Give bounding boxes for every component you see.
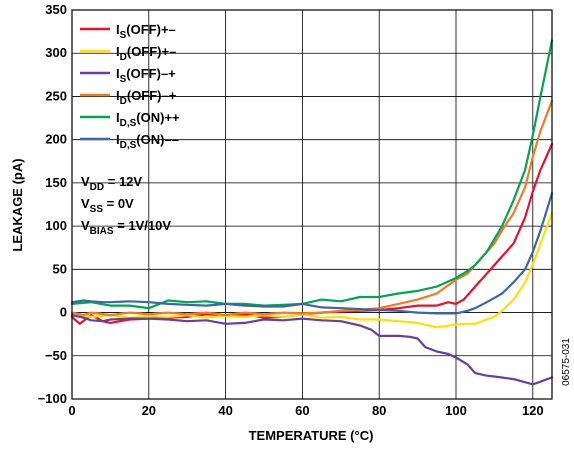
x-tick-label: 80	[372, 403, 386, 418]
y-tick-label: 50	[53, 261, 67, 276]
figure-id: 06575-031	[561, 338, 572, 386]
y-tick-label: 350	[45, 2, 67, 17]
y-axis-title: LEAKAGE (pA)	[10, 158, 25, 251]
x-axis-title: TEMPERATURE (°C)	[249, 428, 374, 443]
x-tick-label: 120	[522, 403, 544, 418]
legend: IS(OFF)+– ID(OFF)+– IS(OFF)–+ ID(OFF)–+ ID,S…	[80, 22, 180, 151]
series-line	[70, 99, 554, 317]
x-tick-label: 60	[295, 403, 309, 418]
y-tick-label: 100	[45, 218, 67, 233]
x-tick-label: 100	[445, 403, 467, 418]
x-tick-label: 0	[68, 403, 75, 418]
legend-label: ID(OFF)+–	[116, 44, 176, 63]
x-tick-labels: 0 20 40 60 80 100 120	[68, 403, 543, 418]
y-tick-label: 150	[45, 175, 67, 190]
y-tick-label: 0	[60, 305, 67, 320]
legend-label: ID,S(ON)++	[116, 110, 180, 129]
y-tick-label: 200	[45, 132, 67, 147]
y-tick-label: 250	[45, 88, 67, 103]
x-tick-label: 20	[142, 403, 156, 418]
legend-label: IS(OFF)+–	[116, 22, 176, 41]
condition-label: VBIAS = 1V/10V	[81, 218, 171, 237]
x-tick-label: 40	[218, 403, 232, 418]
test-conditions: VDD = 12V VSS = 0V VBIAS = 1V/10V	[81, 174, 171, 237]
legend-label: ID(OFF)–+	[116, 88, 177, 107]
plot-frame	[71, 9, 553, 400]
series-line	[70, 314, 554, 386]
legend-label: ID,S(ON)––	[116, 132, 179, 151]
y-tick-label: 300	[45, 45, 67, 60]
y-tick-labels: 350 300 250 200 150 100 50 0 −50 −100	[38, 2, 67, 406]
legend-label: IS(OFF)–+	[116, 66, 176, 85]
series-line	[70, 212, 554, 329]
y-tick-label: −50	[45, 348, 67, 363]
condition-label: VDD = 12V	[81, 174, 142, 193]
series-line	[70, 39, 554, 310]
condition-label: VSS = 0V	[81, 196, 134, 215]
series-lines	[70, 39, 554, 386]
series-line	[70, 192, 554, 315]
y-tick-label: −100	[38, 391, 67, 406]
